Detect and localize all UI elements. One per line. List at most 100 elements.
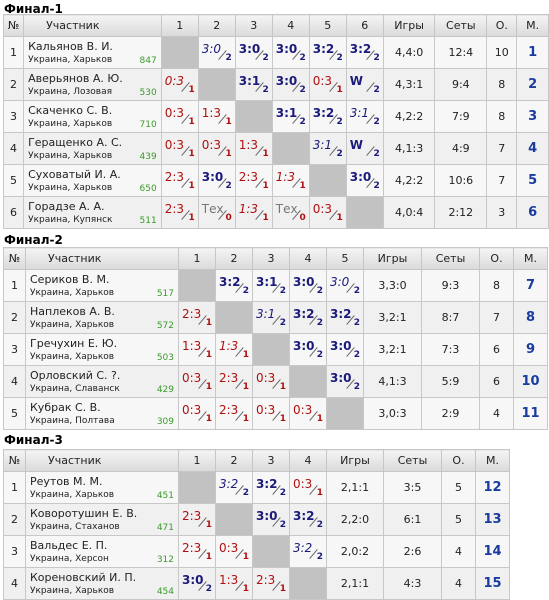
player-name[interactable]: Горадзе А. А.	[28, 199, 105, 213]
match-score: 0:3 1	[253, 400, 289, 424]
player-cell[interactable]: Гречухин Е. Ю. Украина, Харьков 503	[25, 333, 179, 366]
player-name[interactable]: Орловский С. ?.	[30, 368, 121, 382]
player-name[interactable]: Суховатый И. А.	[28, 167, 121, 181]
match-result[interactable]: 0:3 1	[160, 132, 199, 165]
match-result[interactable]: 3:0 2	[326, 333, 364, 366]
match-result[interactable]: 3:0 2	[326, 365, 364, 398]
match-result[interactable]: 1:3 1	[215, 567, 253, 600]
match-result[interactable]: 3:2 2	[215, 471, 253, 504]
match-result[interactable]: 3:2 2	[308, 100, 347, 133]
match-result[interactable]: 3:1 2	[271, 100, 310, 133]
player-cell[interactable]: Коворотушин Е. В. Украина, Стаханов 471	[25, 503, 179, 536]
match-result[interactable]: 0:3 1	[160, 68, 199, 101]
match-result[interactable]: 3:2 2	[289, 503, 327, 536]
match-result[interactable]: 1:3 1	[234, 132, 273, 165]
player-name[interactable]: Геращенко А. С.	[28, 135, 123, 149]
player-name[interactable]: Кореновский И. П.	[30, 570, 137, 584]
match-result[interactable]: 3:2 2	[215, 269, 253, 302]
points-stat: 7	[479, 301, 514, 334]
match-result[interactable]: 2:3 1	[234, 164, 273, 197]
match-result[interactable]: 0:3 1	[308, 196, 347, 229]
player-name[interactable]: Кальянов В. И.	[28, 39, 113, 53]
match-result[interactable]: 3:1 2	[308, 132, 347, 165]
match-result[interactable]: 0:3 1	[178, 397, 216, 430]
match-result[interactable]: 3:0 2	[178, 567, 216, 600]
match-result[interactable]: 2:3 1	[178, 503, 216, 536]
player-name[interactable]: Гречухин Е. Ю.	[30, 336, 118, 350]
match-result[interactable]: 1:3 1	[271, 164, 310, 197]
match-result[interactable]: 3:1 2	[345, 100, 384, 133]
player-cell[interactable]: Кубрак С. В. Украина, Полтава 309	[25, 397, 179, 430]
player-cell[interactable]: Геращенко А. С. Украина, Харьков 439	[23, 132, 162, 165]
player-name[interactable]: Кубрак С. В.	[30, 400, 101, 414]
player-name[interactable]: Скаченко С. В.	[28, 103, 113, 117]
match-result[interactable]: 3:0 2	[289, 269, 327, 302]
match-result[interactable]: 2:3 1	[178, 535, 216, 568]
match-result[interactable]: 3:0 2	[197, 36, 236, 69]
match-result[interactable]: 1:3 1	[178, 333, 216, 366]
match-result[interactable]: 1:3 1	[197, 100, 236, 133]
match-result[interactable]: 3:0 2	[252, 503, 290, 536]
match-result[interactable]: 3:2 2	[289, 301, 327, 334]
match-result[interactable]: 2:3 1	[215, 397, 253, 430]
player-name[interactable]: Сериков В. М.	[30, 272, 110, 286]
match-score-value: 3:0	[201, 42, 222, 56]
player-cell[interactable]: Аверьянов А. Ю. Украина, Лозовая 530	[23, 68, 162, 101]
match-result[interactable]: 0:3 1	[252, 365, 290, 398]
match-result[interactable]: 3:0 2	[289, 333, 327, 366]
match-points: 2	[299, 53, 306, 63]
match-result[interactable]: Тех 0	[197, 196, 236, 229]
match-result[interactable]: 3:1 2	[252, 269, 290, 302]
player-cell[interactable]: Кальянов В. И. Украина, Харьков 847	[23, 36, 162, 69]
player-cell[interactable]: Сериков В. М. Украина, Харьков 517	[25, 269, 179, 302]
player-city: Украина, Харьков	[30, 489, 115, 500]
player-cell[interactable]: Наплеков А. В. Украина, Харьков 572	[25, 301, 179, 334]
match-result[interactable]: 0:3 1	[289, 471, 327, 504]
match-result[interactable]: 3:2 2	[345, 36, 384, 69]
match-result[interactable]: 3:0 2	[271, 36, 310, 69]
match-result[interactable]: 2:3 1	[178, 301, 216, 334]
match-result[interactable]: 2:3 1	[160, 164, 199, 197]
player-name[interactable]: Аверьянов А. Ю.	[28, 71, 123, 85]
player-cell[interactable]: Орловский С. ?. Украина, Славанск 429	[25, 365, 179, 398]
match-result[interactable]: 0:3 1	[215, 535, 253, 568]
player-name[interactable]: Наплеков А. В.	[30, 304, 115, 318]
match-result[interactable]: 3:1 2	[252, 301, 290, 334]
match-result[interactable]: 0:3 1	[178, 365, 216, 398]
match-result[interactable]: 0:3 1	[160, 100, 199, 133]
match-result[interactable]: 2:3 1	[215, 365, 253, 398]
match-result[interactable]: 3:2 2	[289, 535, 327, 568]
self-match-cell	[308, 164, 347, 197]
match-result[interactable]: 0:3 1	[197, 132, 236, 165]
player-cell[interactable]: Горадзе А. А. Украина, Купянск 511	[23, 196, 162, 229]
match-result[interactable]: 0:3 1	[252, 397, 290, 430]
player-cell[interactable]: Суховатый И. А. Украина, Харьков 650	[23, 164, 162, 197]
match-result[interactable]: 3:0 2	[271, 68, 310, 101]
match-result[interactable]: 3:0 2	[326, 269, 364, 302]
match-result[interactable]: 3:0 2	[197, 164, 236, 197]
match-result[interactable]: 3:2 2	[308, 36, 347, 69]
player-cell[interactable]: Скаченко С. В. Украина, Харьков 710	[23, 100, 162, 133]
match-result[interactable]: 1:3 1	[215, 333, 253, 366]
match-result[interactable]: 2:3 1	[252, 567, 290, 600]
match-result[interactable]: 3:2 2	[326, 301, 364, 334]
match-result[interactable]: 3:0 2	[345, 164, 384, 197]
player-cell[interactable]: Вальдес Е. П. Украина, Херсон 312	[25, 535, 179, 568]
match-result[interactable]: 0:3 1	[289, 397, 327, 430]
match-result[interactable]: 2:3 1	[160, 196, 199, 229]
player-cell[interactable]: Реутов М. М. Украина, Харьков 451	[25, 471, 179, 504]
match-result[interactable]: Тех 0	[271, 196, 310, 229]
player-name[interactable]: Вальдес Е. П.	[30, 538, 108, 552]
table-row: 1 Сериков В. М. Украина, Харьков 517 3:2 2 3:1…	[3, 269, 548, 302]
match-result[interactable]: 3:2 2	[252, 471, 290, 504]
match-result[interactable]: 1:3 1	[234, 196, 273, 229]
match-score-value: 3:2	[293, 307, 315, 321]
player-cell[interactable]: Кореновский И. П. Украина, Харьков 454	[25, 567, 179, 600]
player-name[interactable]: Реутов М. М.	[30, 474, 103, 488]
player-name[interactable]: Коворотушин Е. В.	[30, 506, 138, 520]
match-result[interactable]: 0:3 1	[308, 68, 347, 101]
match-result[interactable]: 3:1 2	[234, 68, 273, 101]
match-result[interactable]: 3:0 2	[234, 36, 273, 69]
